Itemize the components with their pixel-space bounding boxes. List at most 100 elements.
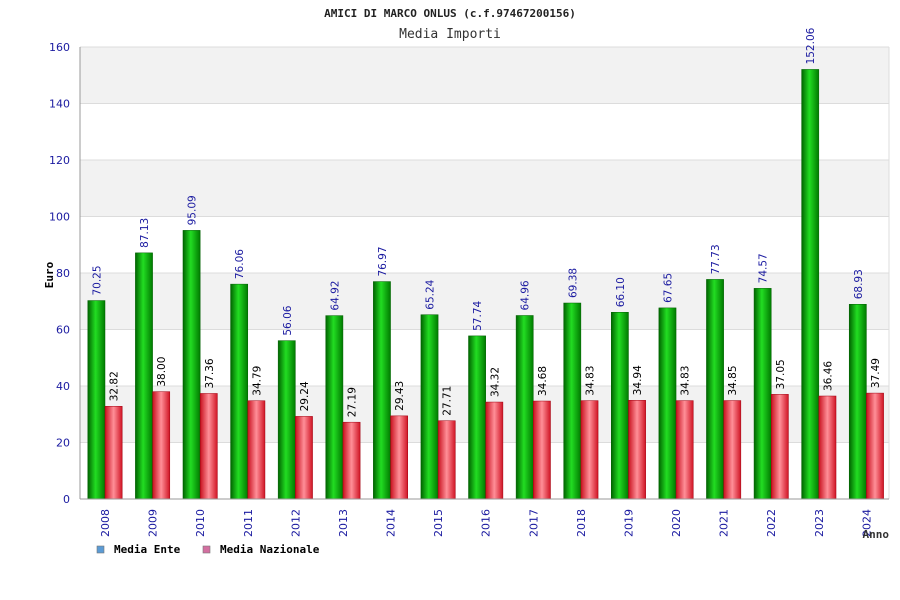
chart-subtitle: Media Importi	[399, 27, 501, 42]
bar-media-nazionale	[485, 401, 504, 500]
bar-media-ente	[182, 230, 201, 500]
data-label: 74.57	[758, 253, 770, 283]
data-label: 64.92	[329, 281, 341, 311]
x-tick-label: 2017	[527, 509, 540, 537]
data-label: 34.83	[680, 366, 692, 396]
bar-media-nazionale	[152, 391, 171, 500]
data-label: 34.83	[584, 366, 596, 396]
data-label: 56.06	[282, 305, 294, 335]
bar-media-ente	[325, 315, 344, 500]
bar-media-ente	[135, 252, 153, 500]
bar-media-ente	[230, 283, 249, 500]
x-tick-label: 2019	[622, 509, 635, 537]
x-axis: 2008 2009 2010 2011 2012 2013 2014 2015 2016 2017…	[80, 498, 889, 537]
bar-media-nazionale	[295, 416, 313, 500]
bar-media-ente	[277, 340, 296, 500]
x-tick-label: 2018	[575, 509, 588, 537]
bar-media-nazionale	[675, 400, 694, 500]
grid-band	[80, 47, 889, 104]
y-axis-label: Euro	[43, 261, 56, 288]
x-tick-label: 2008	[99, 509, 112, 537]
y-tick-label: 100	[49, 211, 70, 224]
bar-media-nazionale	[104, 406, 123, 500]
data-label: 87.13	[139, 218, 151, 248]
x-tick-label: 2012	[289, 509, 302, 537]
y-tick-label: 40	[56, 380, 70, 393]
data-label: 29.43	[394, 381, 406, 411]
legend-label-media-ente: Media Ente	[114, 543, 181, 556]
data-label: 27.71	[442, 386, 454, 416]
bar-media-ente	[848, 304, 867, 500]
bar-media-nazionale	[533, 400, 551, 500]
y-tick-label: 0	[63, 493, 70, 506]
data-label: 34.32	[489, 367, 501, 397]
data-label: 38.00	[156, 357, 168, 387]
bar-media-nazionale	[390, 415, 408, 500]
x-tick-label: 2023	[813, 509, 826, 537]
legend-item-media-nazionale: Media Nazionale	[202, 543, 320, 556]
bar-media-ente	[563, 302, 582, 500]
y-tick-label: 80	[56, 267, 70, 280]
data-label: 37.36	[204, 358, 216, 388]
data-label: 68.93	[853, 269, 865, 299]
x-tick-label: 2024	[860, 509, 873, 537]
y-tick-label: 140	[49, 98, 70, 111]
y-tick-label: 160	[49, 41, 70, 54]
bar-media-nazionale	[628, 400, 646, 500]
bar-media-nazionale	[342, 421, 361, 500]
data-label: 69.38	[567, 268, 579, 298]
chart-title: AMICI DI MARCO ONLUS (c.f.97467200156)	[324, 7, 576, 20]
x-axis-label: Anno	[863, 528, 890, 541]
data-label: 29.24	[299, 381, 311, 411]
x-tick-label: 2011	[242, 509, 255, 537]
legend-swatch-media-ente	[96, 545, 105, 554]
data-label: 67.65	[662, 273, 674, 303]
data-label: 32.82	[109, 371, 121, 401]
legend-item-media-ente: Media Ente	[96, 543, 181, 556]
bar-media-ente	[753, 288, 772, 500]
data-label: 37.49	[870, 358, 882, 388]
data-label: 34.68	[537, 366, 549, 396]
bar-media-nazionale	[580, 400, 599, 500]
y-tick-label: 120	[49, 154, 70, 167]
data-label: 57.74	[472, 301, 484, 331]
data-label: 66.10	[615, 277, 627, 307]
data-label: 77.73	[710, 244, 722, 274]
legend-swatch-media-nazionale	[202, 545, 211, 554]
bar-media-ente	[373, 281, 391, 500]
x-tick-label: 2020	[670, 509, 683, 537]
legend-label-media-nazionale: Media Nazionale	[220, 543, 320, 556]
y-tick-label: 20	[56, 437, 70, 450]
x-tick-label: 2022	[765, 509, 778, 537]
data-label: 64.96	[520, 280, 532, 310]
data-label: 70.25	[91, 265, 103, 295]
bar-media-nazionale	[818, 395, 837, 500]
bar-media-ente	[658, 307, 677, 500]
data-label: 36.46	[822, 361, 834, 391]
bar-media-nazionale	[770, 394, 789, 500]
bar-media-nazionale	[723, 400, 742, 500]
x-tick-label: 2013	[337, 509, 350, 537]
data-label: 95.09	[187, 195, 199, 225]
bar-media-nazionale	[247, 400, 266, 500]
bar-media-nazionale	[866, 392, 884, 500]
grid-band	[80, 160, 889, 217]
bar-media-ente	[87, 300, 106, 500]
data-label: 152.06	[805, 27, 817, 64]
legend: Media Ente Media Nazionale	[96, 543, 320, 556]
x-tick-label: 2009	[147, 509, 160, 537]
bar-media-ente	[801, 69, 820, 500]
bar-media-ente	[468, 335, 486, 500]
x-tick-label: 2010	[194, 509, 207, 537]
bar-media-ente	[420, 314, 439, 500]
data-label: 37.05	[775, 359, 787, 389]
bar-media-nazionale	[437, 420, 456, 500]
y-axis: 0 20 40 60 80 100 120 140 160	[49, 41, 81, 506]
y-tick-label: 60	[56, 324, 70, 337]
x-tick-label: 2014	[385, 509, 398, 537]
bar-media-ente	[611, 312, 629, 500]
bar-media-ente	[706, 279, 724, 500]
data-label: 65.24	[425, 279, 437, 309]
bar-media-nazionale	[199, 393, 218, 500]
